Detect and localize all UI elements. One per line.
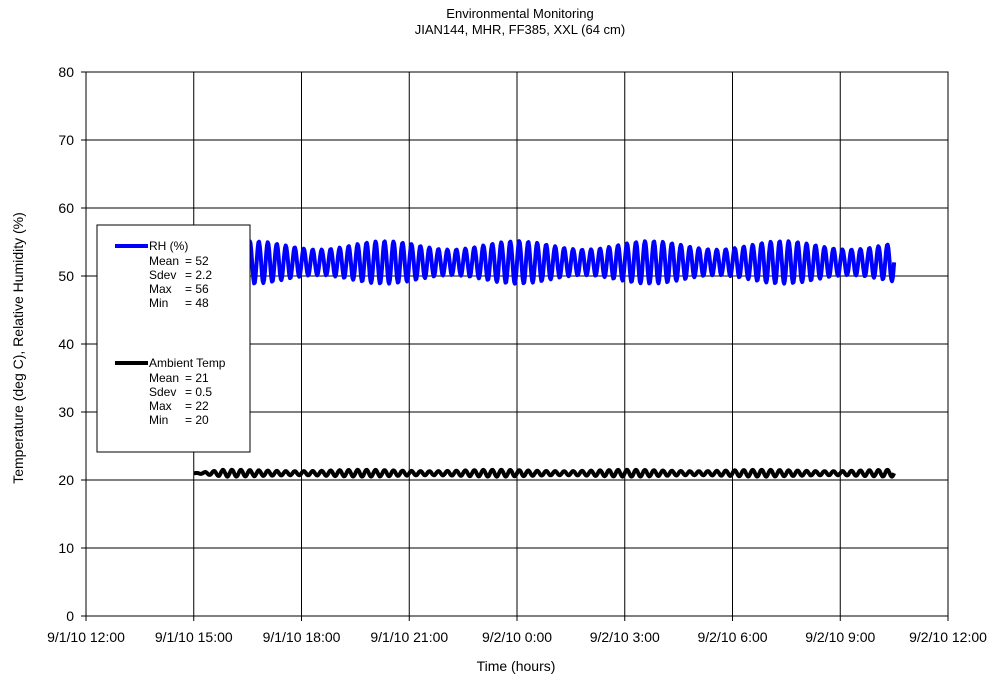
y-tick-label: 20 — [58, 472, 74, 488]
y-tick-label: 10 — [58, 540, 74, 556]
axes: 0 10 20 30 40 50 60 70 80 9/1/10 12:00 9/1/10 15:0… — [47, 64, 987, 645]
x-tick-label: 9/2/10 12:00 — [909, 629, 987, 645]
chart-title: Environmental Monitoring — [446, 6, 594, 21]
y-tick-label: 40 — [58, 336, 74, 352]
x-tick-label: 9/2/10 3:00 — [590, 629, 660, 645]
legend-stat-label: Mean — [149, 254, 179, 268]
legend-stat-value: = 52 — [185, 254, 209, 268]
legend-stat-label: Min — [149, 413, 168, 427]
legend-series-name: RH (%) — [149, 239, 188, 253]
x-tick-label: 9/1/10 12:00 — [47, 629, 125, 645]
legend-stat-value: = 20 — [185, 413, 209, 427]
series-line-ambient-temp — [192, 467, 896, 479]
series-line-rh — [192, 239, 897, 286]
x-tick-label: 9/2/10 0:00 — [482, 629, 552, 645]
series-lines — [192, 239, 897, 479]
x-tick-label: 9/1/10 21:00 — [370, 629, 448, 645]
chart-subtitle: JIAN144, MHR, FF385, XXL (64 cm) — [414, 22, 626, 37]
x-axis-label: Time (hours) — [477, 658, 556, 674]
legend-series-name: Ambient Temp — [149, 356, 226, 370]
legend-stat-value: = 22 — [185, 399, 209, 413]
legend-stat-value: = 0.5 — [185, 385, 212, 399]
legend-stat-value: = 56 — [185, 282, 209, 296]
x-tick-label: 9/1/10 18:00 — [263, 629, 341, 645]
x-tick-label: 9/1/10 15:00 — [155, 629, 233, 645]
y-tick-label: 60 — [58, 200, 74, 216]
legend-stat-label: Max — [149, 282, 172, 296]
legend-stat-label: Max — [149, 399, 172, 413]
legend-stat-label: Mean — [149, 371, 179, 385]
legend-stat-label: Min — [149, 296, 168, 310]
y-tick-label: 30 — [58, 404, 74, 420]
plot-area — [85, 71, 949, 617]
legend-box — [96, 224, 251, 453]
y-axis-label: Temperature (deg C), Relative Humidity (… — [10, 212, 26, 484]
legend-stat-label: Sdev — [149, 385, 176, 399]
x-tick-label: 9/2/10 9:00 — [805, 629, 875, 645]
x-tick-label: 9/2/10 6:00 — [697, 629, 767, 645]
y-tick-label: 50 — [58, 268, 74, 284]
legend-stat-label: Sdev — [149, 268, 176, 282]
legend-stat-value: = 48 — [185, 296, 209, 310]
legend-stat-value: = 2.2 — [185, 268, 212, 282]
legend-stat-value: = 21 — [185, 371, 209, 385]
y-tick-label: 70 — [58, 132, 74, 148]
y-tick-label: 0 — [66, 608, 74, 624]
y-tick-label: 80 — [58, 64, 74, 80]
